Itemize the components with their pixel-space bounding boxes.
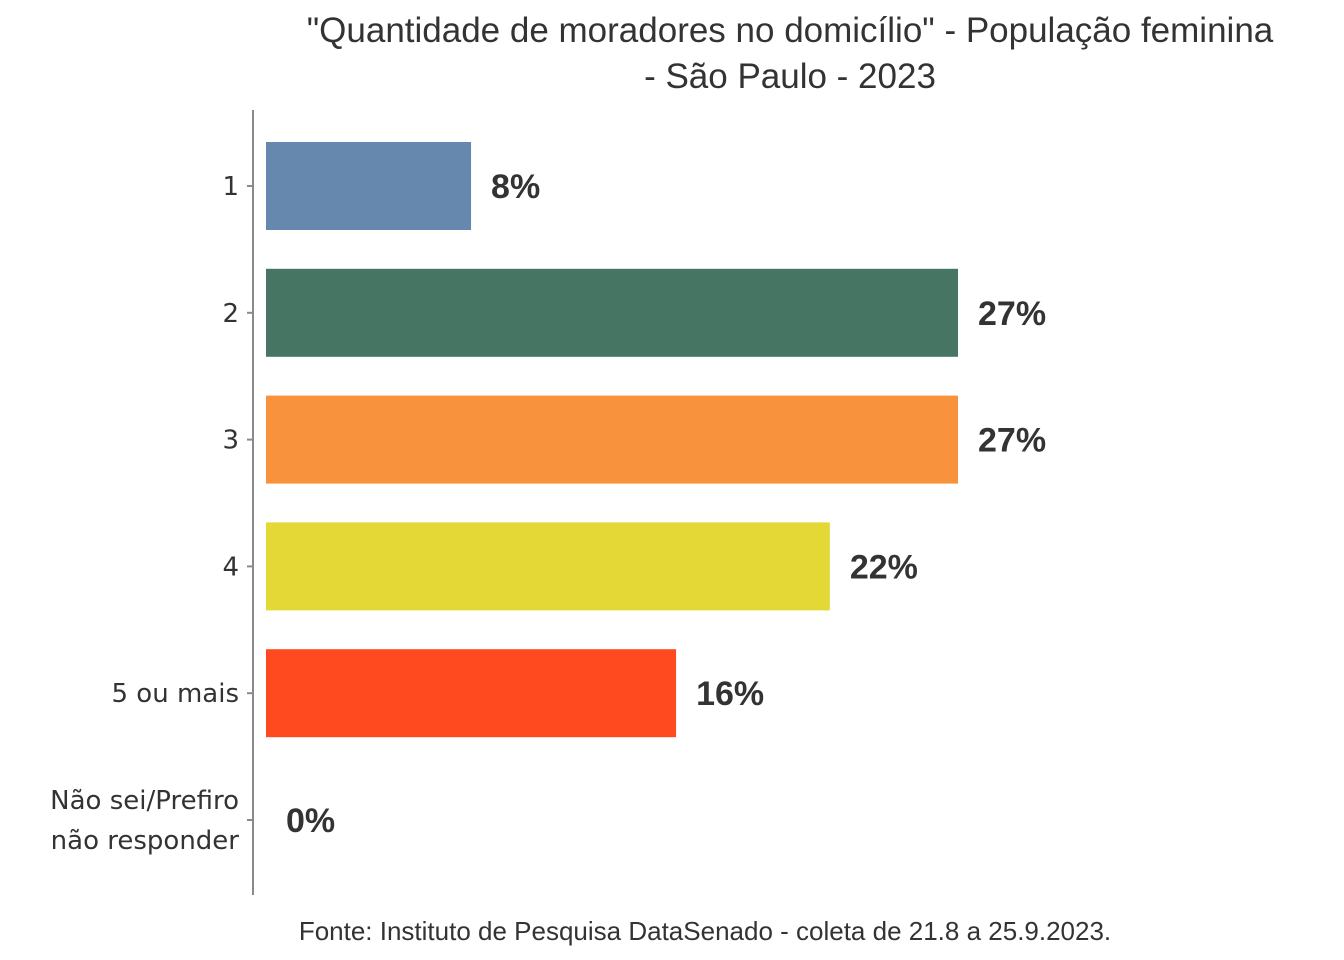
bar [266,522,830,611]
bars [266,142,958,738]
bar [266,649,677,738]
chart-title-line: - São Paulo - 2023 [644,57,936,96]
y-tick-label: 5 ou mais [112,679,240,709]
bar [266,142,472,230]
data-label: 22% [850,548,918,586]
bar [266,395,958,484]
chart-title-line: "Quantidade de moradores no domicílio" -… [307,11,1274,50]
y-tick-label: Não sei/Prefiro não responder [50,786,239,856]
data-label: 27% [978,295,1046,333]
chart-title: "Quantidade de moradores no domicílio" -… [307,11,1274,96]
y-tick-label: 3 [222,426,239,456]
y-tick-label: 2 [222,299,239,329]
data-labels: 8% 27% 27% 22% 16% 0% [286,168,1046,840]
data-label: 0% [286,802,335,840]
y-axis-ticks: 1 2 3 4 5 ou mais Não sei/Prefiro não responde… [50,172,253,856]
y-tick-label: 1 [222,172,239,202]
data-label: 8% [491,168,540,206]
data-label: 16% [696,675,764,713]
bar [266,268,958,357]
y-tick-label: 4 [222,552,239,582]
data-label: 27% [978,422,1046,460]
source-caption: Fonte: Instituto de Pesquisa DataSenado … [299,916,1111,946]
